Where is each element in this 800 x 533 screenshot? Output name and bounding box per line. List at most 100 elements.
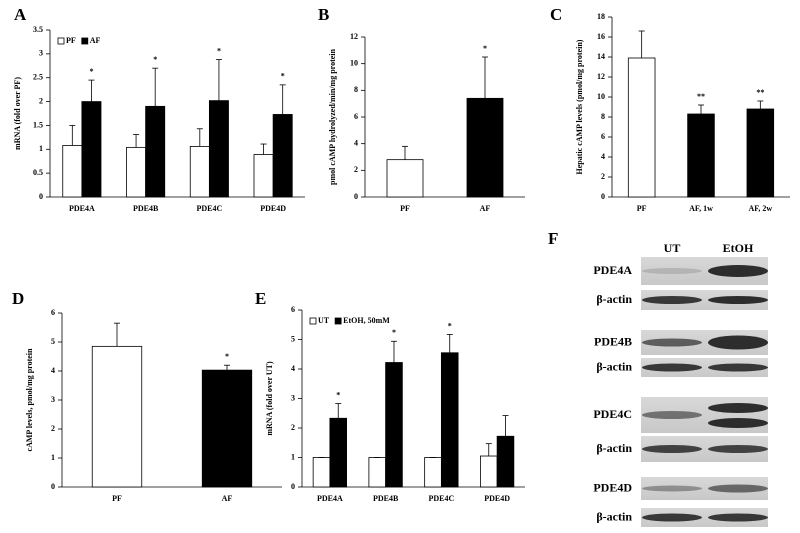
y-tick-label: 2 xyxy=(51,424,55,433)
y-tick-label: 3.5 xyxy=(33,25,43,34)
y-tick-label: 6 xyxy=(354,112,358,121)
legend-swatch xyxy=(334,317,342,325)
x-tick-label: PDE4B xyxy=(373,494,399,503)
bar xyxy=(126,146,147,198)
blot-band xyxy=(642,338,702,347)
x-tick-label: PDE4B xyxy=(133,204,159,213)
blot-strip xyxy=(641,290,768,310)
panel-letter: F xyxy=(548,229,558,248)
error-bar xyxy=(502,415,509,437)
bar xyxy=(627,57,656,198)
error-bar xyxy=(88,79,95,102)
bar xyxy=(466,97,504,198)
bar xyxy=(386,159,424,198)
row-label: PDE4D xyxy=(593,480,632,494)
blot-strip xyxy=(641,477,768,500)
y-tick-label: 6 xyxy=(291,305,295,314)
bar xyxy=(81,101,102,198)
panel-letter: A xyxy=(14,5,27,24)
y-tick-label: 2 xyxy=(601,172,605,181)
bar xyxy=(496,435,515,488)
blot-band xyxy=(708,296,768,304)
bar xyxy=(253,154,274,198)
blot-strip xyxy=(641,358,768,377)
blot-band xyxy=(708,265,768,277)
error-bar xyxy=(390,340,397,363)
blot-band xyxy=(642,485,702,492)
column-label: UT xyxy=(664,241,681,255)
error-bar xyxy=(224,364,230,371)
error-bar xyxy=(402,145,408,160)
bar xyxy=(145,105,166,198)
blot-band xyxy=(708,363,768,372)
bar xyxy=(687,113,715,198)
error-bar xyxy=(757,100,764,109)
y-tick-label: 8 xyxy=(354,85,358,94)
row-label: PDE4C xyxy=(593,407,632,421)
x-tick-label: PDE4A xyxy=(69,204,95,213)
significance-mark: * xyxy=(281,72,285,81)
y-tick-label: 4 xyxy=(354,138,358,147)
blot-band xyxy=(642,363,702,372)
x-tick-label: PDE4C xyxy=(196,204,222,213)
y-tick-label: 3 xyxy=(291,393,295,402)
y-tick-label: 6 xyxy=(601,132,605,141)
x-tick-label: PDE4D xyxy=(484,494,510,503)
y-tick-label: 4 xyxy=(51,366,55,375)
significance-mark: * xyxy=(153,55,157,64)
x-tick-label: AF, 1w xyxy=(689,204,713,213)
y-tick-label: 2 xyxy=(291,423,295,432)
blot-band xyxy=(642,411,702,419)
error-bar xyxy=(152,67,159,107)
x-tick-label: AF xyxy=(480,204,491,213)
bar xyxy=(312,457,331,488)
bar xyxy=(746,108,775,198)
blot-band xyxy=(708,513,768,522)
panel-letter: E xyxy=(255,289,266,308)
y-tick-label: 0 xyxy=(291,482,295,491)
blot-band xyxy=(708,403,768,413)
row-label: β-actin xyxy=(596,509,632,523)
significance-mark: ** xyxy=(756,88,764,97)
legend-label: AF xyxy=(90,36,101,45)
y-tick-label: 10 xyxy=(350,58,358,67)
bar xyxy=(424,457,442,488)
row-label: β-actin xyxy=(596,441,632,455)
x-tick-label: AF, 2w xyxy=(748,204,772,213)
error-bar xyxy=(133,134,140,148)
blot-strip xyxy=(641,508,768,527)
y-tick-label: 0.5 xyxy=(33,168,43,177)
bar xyxy=(62,145,83,198)
y-axis-label: pmol cAMP hydrolyzed/min/mg protein xyxy=(328,48,337,184)
x-tick-label: PDE4C xyxy=(428,494,454,503)
significance-mark: * xyxy=(448,321,452,330)
y-axis-label: Hepatic cAMP levels (pmol/mg protein) xyxy=(575,39,584,174)
bar xyxy=(479,455,498,488)
error-bar xyxy=(482,56,488,99)
y-tick-label: 18 xyxy=(597,12,605,21)
panel-letter: D xyxy=(12,289,24,308)
y-tick-label: 2.5 xyxy=(33,73,43,82)
significance-mark: * xyxy=(392,328,396,337)
y-axis-label: mRNA (fold over UT) xyxy=(265,361,274,436)
y-tick-label: 0 xyxy=(51,482,55,491)
y-tick-label: 2 xyxy=(39,96,43,105)
bar xyxy=(440,352,459,488)
y-tick-label: 16 xyxy=(597,32,605,41)
blot-band xyxy=(708,335,768,350)
row-label: PDE4B xyxy=(594,334,632,348)
error-bar xyxy=(215,59,222,101)
error-bar xyxy=(69,125,76,146)
significance-mark: ** xyxy=(697,92,705,101)
x-tick-label: PF xyxy=(400,204,410,213)
error-bar xyxy=(335,403,342,419)
bar xyxy=(329,417,348,488)
y-tick-label: 0 xyxy=(39,192,43,201)
row-label: β-actin xyxy=(596,292,632,306)
error-bar xyxy=(279,84,286,115)
error-bar xyxy=(196,128,203,147)
significance-mark: * xyxy=(89,67,93,76)
error-bar xyxy=(114,322,120,347)
bar xyxy=(91,345,143,488)
